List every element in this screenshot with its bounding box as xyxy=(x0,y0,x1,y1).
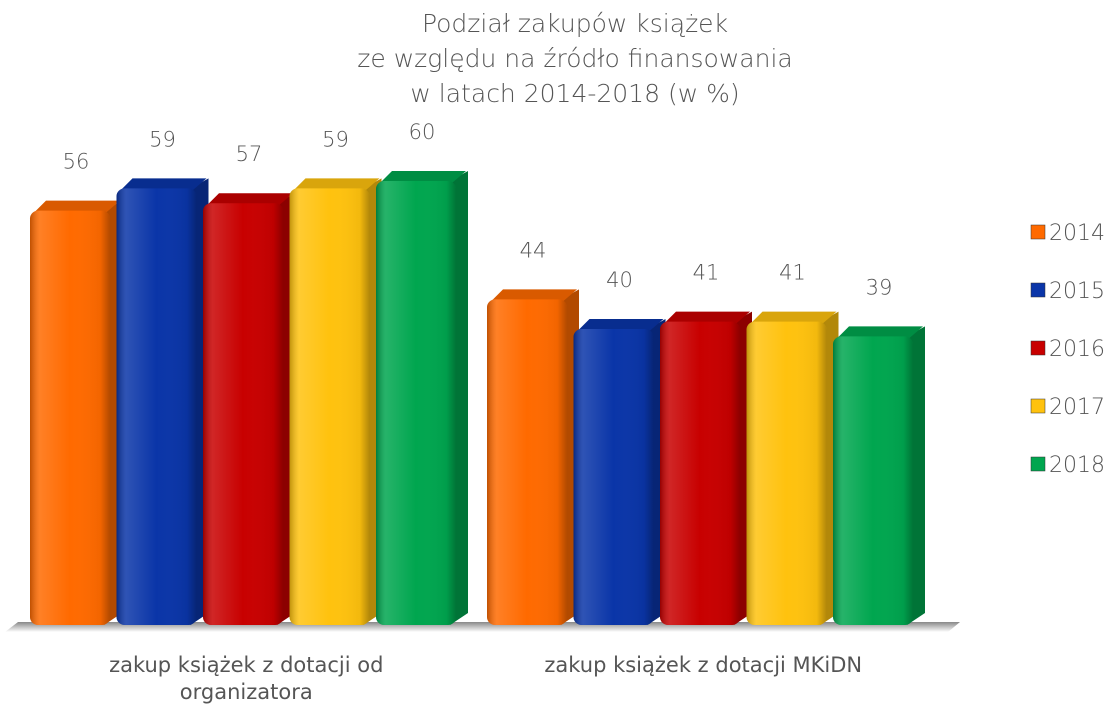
legend-swatch xyxy=(1030,282,1046,298)
bar-top xyxy=(380,171,466,183)
bar-top xyxy=(664,311,750,324)
value-label: 59 xyxy=(322,127,349,151)
legend-swatch xyxy=(1030,456,1046,472)
bar-shine xyxy=(833,336,913,625)
value-label: 41 xyxy=(779,261,806,285)
bar-top xyxy=(207,193,293,206)
chart-title: ze względu na źródło finansowania xyxy=(357,44,792,73)
bar-shine xyxy=(116,188,197,625)
legend-swatch xyxy=(1030,398,1046,414)
legend-label: 2016 xyxy=(1049,337,1105,362)
value-label: 41 xyxy=(693,261,720,285)
category-label: zakup książek z dotacji od organizatora xyxy=(109,653,384,704)
bar-shine xyxy=(746,321,827,625)
bar-shine xyxy=(660,321,740,625)
value-label: 40 xyxy=(606,268,633,292)
value-label: 60 xyxy=(409,120,436,144)
value-label: 56 xyxy=(63,150,90,174)
bar-top xyxy=(293,178,380,191)
value-label: 59 xyxy=(149,127,176,151)
value-label: 39 xyxy=(866,275,893,299)
bar-top xyxy=(750,311,837,324)
value-label: 44 xyxy=(520,238,547,262)
bar-top xyxy=(120,178,207,191)
chart-title: w latach 2014-2018 (w %) xyxy=(410,79,739,108)
bar-top xyxy=(491,289,577,302)
value-label: 57 xyxy=(236,142,263,166)
legend-label: 2018 xyxy=(1049,453,1105,478)
bar-shine xyxy=(203,203,283,625)
bar-top xyxy=(577,319,664,331)
bar-shine xyxy=(289,188,370,625)
bar-shine xyxy=(573,329,654,625)
chart-title: Podział zakupów książek xyxy=(422,9,728,38)
bar-shine xyxy=(30,210,110,625)
legend-label: 2017 xyxy=(1049,395,1105,420)
bar-shine xyxy=(487,299,567,625)
legend-label: 2015 xyxy=(1049,279,1105,304)
bar-top xyxy=(34,200,120,213)
bar-top xyxy=(837,326,923,339)
bar-shine xyxy=(376,181,456,625)
legend-swatch xyxy=(1030,340,1046,356)
legend-label: 2014 xyxy=(1049,221,1105,246)
category-label: zakup książek z dotacji MKiDN xyxy=(544,653,863,677)
legend-swatch xyxy=(1030,224,1046,240)
